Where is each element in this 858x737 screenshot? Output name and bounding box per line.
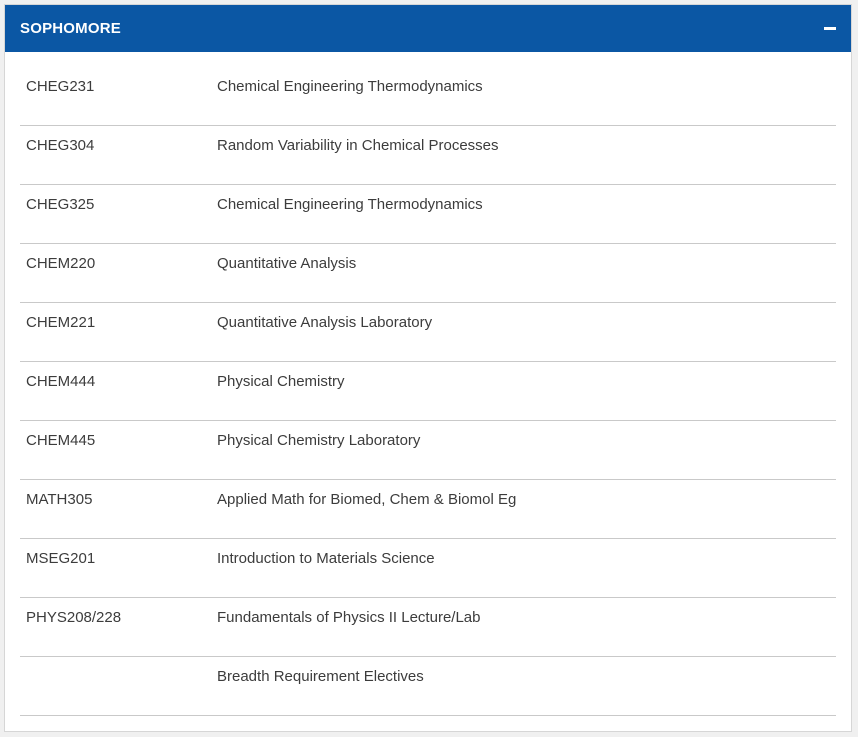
minus-icon[interactable] [823, 22, 837, 36]
course-row: PHYS208/228 Fundamentals of Physics II L… [20, 598, 836, 657]
course-row: MSEG201 Introduction to Materials Scienc… [20, 539, 836, 598]
course-name: Quantitative Analysis Laboratory [217, 314, 433, 331]
course-code: CHEG325 [26, 196, 95, 213]
course-row: CHEM445 Physical Chemistry Laboratory [20, 421, 836, 480]
course-row: CHEG231 Chemical Engineering Thermodynam… [20, 67, 836, 126]
course-list: CHEG231 Chemical Engineering Thermodynam… [20, 67, 836, 716]
course-name: Breadth Requirement Electives [217, 668, 424, 685]
course-name: Physical Chemistry [217, 373, 345, 390]
course-code: CHEM444 [26, 373, 96, 390]
course-code: CHEM445 [26, 432, 96, 449]
course-code: CHEG231 [26, 78, 95, 95]
course-code: PHYS208/228 [26, 609, 122, 626]
course-row: CHEM444 Physical Chemistry [20, 362, 836, 421]
course-name: Quantitative Analysis [217, 255, 357, 272]
course-code: CHEM220 [26, 255, 96, 272]
course-row: CHEG304 Random Variability in Chemical P… [20, 126, 836, 185]
course-row: CHEM220 Quantitative Analysis [20, 244, 836, 303]
course-row: CHEG325 Chemical Engineering Thermodynam… [20, 185, 836, 244]
course-name: Physical Chemistry Laboratory [217, 432, 421, 449]
accordion-header[interactable]: SOPHOMORE [5, 5, 851, 52]
course-name: Chemical Engineering Thermodynamics [217, 78, 483, 95]
section-title: SOPHOMORE [20, 20, 121, 37]
course-code: MSEG201 [26, 550, 96, 567]
course-row: MATH305 Applied Math for Biomed, Chem & … [20, 480, 836, 539]
accordion-panel: SOPHOMORE CHEG231 Chemical Engineering T… [4, 4, 852, 732]
course-name: Fundamentals of Physics II Lecture/Lab [217, 609, 481, 626]
course-row: CHEM221 Quantitative Analysis Laboratory [20, 303, 836, 362]
course-name: Chemical Engineering Thermodynamics [217, 196, 483, 213]
course-code: MATH305 [26, 491, 93, 508]
course-code: CHEM221 [26, 314, 96, 331]
course-name: Applied Math for Biomed, Chem & Biomol E… [217, 491, 517, 508]
course-row: Breadth Requirement Electives [20, 657, 836, 716]
course-name: Introduction to Materials Science [217, 550, 435, 567]
course-name: Random Variability in Chemical Processes [217, 137, 499, 154]
course-code: CHEG304 [26, 137, 95, 154]
